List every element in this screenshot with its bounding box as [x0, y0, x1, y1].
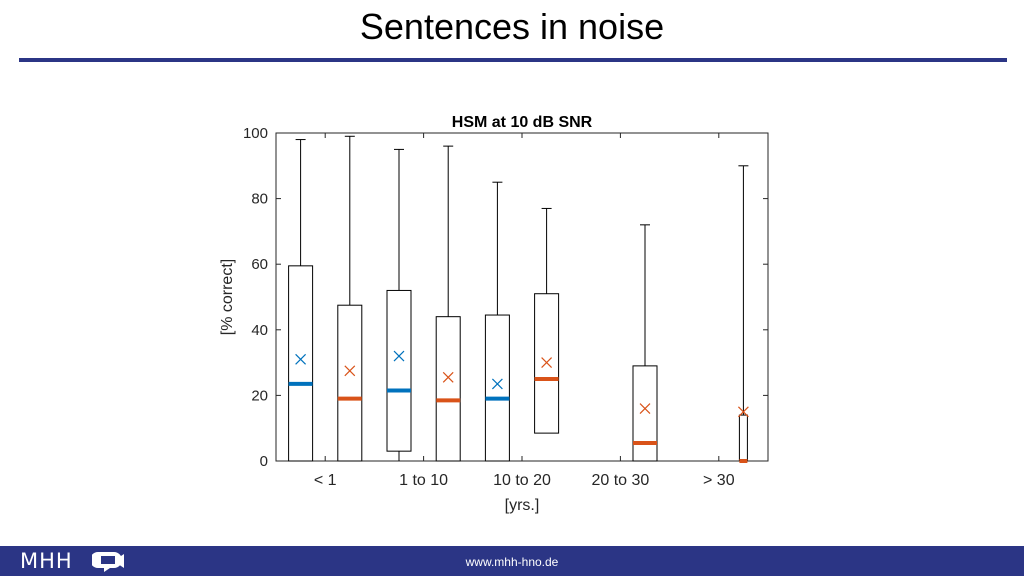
x-axis-label: [yrs.] — [505, 497, 540, 514]
box-7 — [737, 165, 749, 463]
box-iqr — [435, 316, 461, 462]
title-divider — [19, 58, 1007, 62]
y-tick-label: 20 — [251, 387, 268, 404]
axis-ticks: 0 20 40 60 80 100 < 1 1 to 10 10 to 20 20 to 30 > … — [243, 125, 768, 489]
mean-marker — [491, 378, 503, 390]
box-iqr — [337, 304, 363, 462]
mhh-logo: MHH — [20, 549, 73, 573]
box-3 — [435, 145, 461, 462]
mean-marker — [639, 403, 651, 414]
footer-bar: MHH www.mhh-hno.de — [0, 546, 1024, 576]
x-tick-label: 1 to 10 — [399, 472, 448, 489]
plot-area — [275, 132, 769, 462]
box-iqr — [288, 265, 314, 462]
mean-marker — [541, 357, 553, 369]
mean-marker — [393, 350, 405, 362]
mean-marker — [344, 365, 356, 377]
mean-marker — [442, 371, 454, 383]
y-axis-label: [% correct] — [219, 259, 236, 335]
box-5 — [534, 207, 560, 434]
box-1 — [337, 135, 363, 462]
box-iqr — [632, 365, 658, 462]
box-4 — [484, 181, 510, 462]
x-tick-label: 10 to 20 — [493, 472, 551, 489]
footer-url: www.mhh-hno.de — [465, 555, 559, 569]
box-2 — [386, 148, 412, 461]
y-tick-label: 0 — [260, 453, 268, 470]
x-tick-label: < 1 — [314, 472, 337, 489]
x-tick-label: 20 to 30 — [591, 472, 649, 489]
boxes — [288, 135, 749, 463]
chart-title: HSM at 10 dB SNR — [452, 114, 593, 131]
box-iqr — [386, 289, 412, 452]
box-6 — [632, 224, 658, 462]
hno-logo-icon — [92, 552, 124, 572]
x-tick-label: > 30 — [703, 472, 735, 489]
box-iqr — [534, 293, 560, 434]
slide-title: Sentences in noise — [359, 6, 665, 47]
box-iqr — [484, 314, 510, 462]
mean-marker — [737, 406, 749, 418]
y-tick-label: 60 — [251, 256, 268, 273]
y-tick-label: 40 — [251, 322, 268, 339]
y-tick-label: 80 — [251, 191, 268, 208]
y-tick-label: 100 — [243, 125, 268, 142]
box-0 — [288, 139, 314, 462]
mean-marker — [295, 353, 307, 365]
